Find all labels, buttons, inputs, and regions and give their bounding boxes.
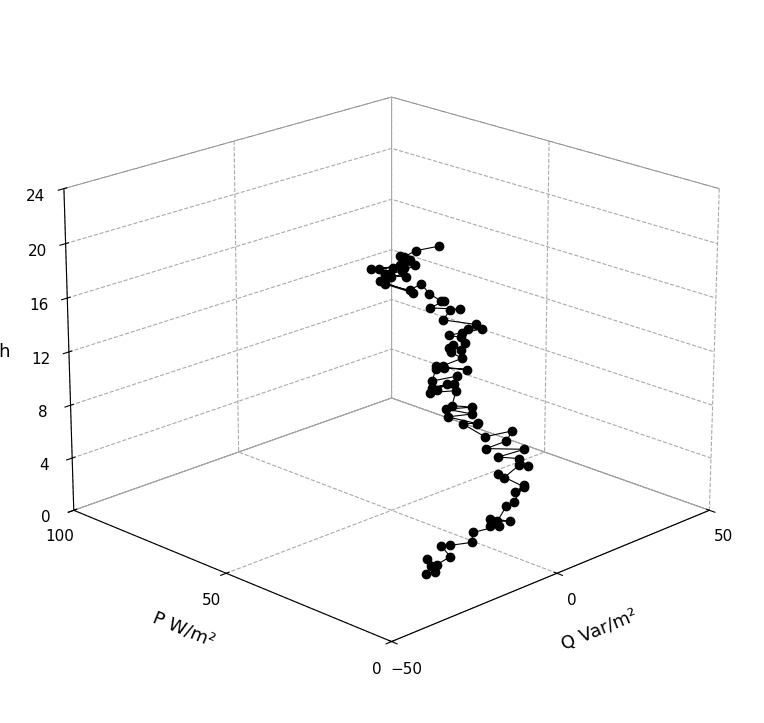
X-axis label: Q Var/m²: Q Var/m² bbox=[558, 607, 639, 654]
Y-axis label: P W/m²: P W/m² bbox=[151, 609, 218, 651]
